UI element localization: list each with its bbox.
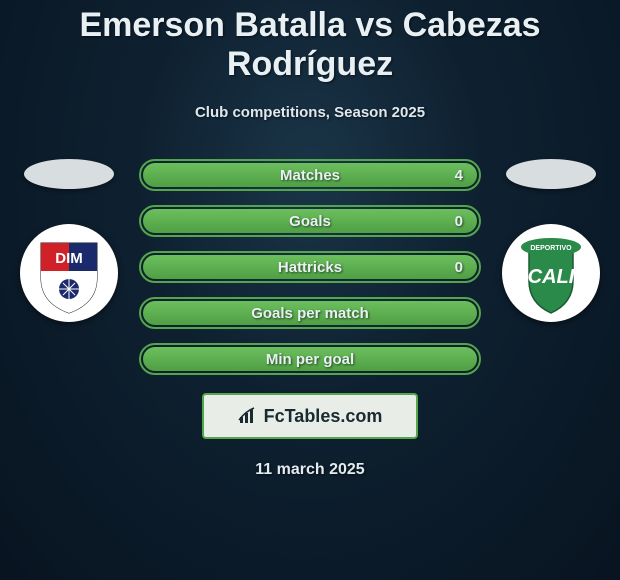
crest-right-top-text: DEPORTIVO: [530, 245, 572, 252]
main-area: DIM Matches 4 Goals 0 Hattricks 0 Goals per ma…: [0, 159, 620, 375]
brand-box: FcTables.com: [202, 393, 418, 439]
player-right-column: DEPORTIVO CALI: [501, 159, 601, 323]
bar-chart-icon: [238, 407, 258, 425]
stat-row: Hattricks 0: [139, 251, 481, 283]
stat-row: Matches 4: [139, 159, 481, 191]
stat-row: Goals per match: [139, 297, 481, 329]
stat-value-right: 0: [455, 213, 463, 230]
stat-value-right: 4: [455, 167, 463, 184]
crest-right-main-text: CALI: [528, 266, 575, 288]
stat-value-right: 0: [455, 259, 463, 276]
stat-row: Goals 0: [139, 205, 481, 237]
player-left-column: DIM: [19, 159, 119, 323]
player-left-head-icon: [24, 159, 114, 189]
player-right-head-icon: [506, 159, 596, 189]
stat-label: Goals: [289, 213, 331, 230]
crest-left-icon: DIM: [19, 223, 119, 323]
crest-right-icon: DEPORTIVO CALI: [501, 223, 601, 323]
stat-row: Min per goal: [139, 343, 481, 375]
content-root: Emerson Batalla vs Cabezas Rodríguez Clu…: [0, 0, 620, 479]
stat-bars: Matches 4 Goals 0 Hattricks 0 Goals per match M…: [139, 159, 481, 375]
stat-label: Matches: [280, 167, 340, 184]
stat-label: Min per goal: [266, 351, 354, 368]
subtitle: Club competitions, Season 2025: [0, 104, 620, 121]
stat-label: Goals per match: [251, 305, 369, 322]
date-text: 11 march 2025: [0, 461, 620, 479]
crest-left-text: DIM: [55, 250, 83, 267]
brand-label: FcTables.com: [264, 406, 383, 427]
stat-label: Hattricks: [278, 259, 342, 276]
page-title: Emerson Batalla vs Cabezas Rodríguez: [0, 0, 620, 84]
